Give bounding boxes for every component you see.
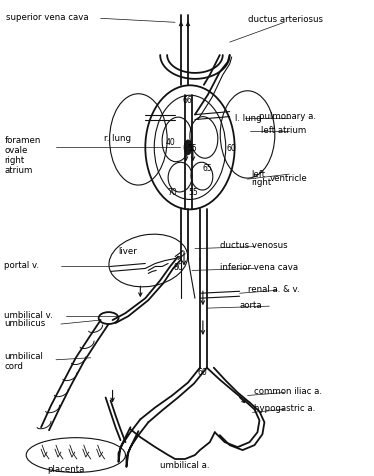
Text: 55: 55 [187,144,197,152]
Text: superior vena cava: superior vena cava [6,13,89,22]
Text: pulmonary a.: pulmonary a. [260,112,316,121]
Text: r. lung: r. lung [104,134,131,143]
Text: 60: 60 [227,144,236,152]
Text: ductus arteriosus: ductus arteriosus [248,15,322,24]
Text: left: left [252,169,266,178]
Text: ductus venosus: ductus venosus [220,240,287,249]
Text: 60: 60 [197,367,207,377]
Text: portal v.: portal v. [4,260,40,269]
Ellipse shape [184,140,192,156]
Text: right: right [252,177,272,186]
Text: 65: 65 [203,163,213,172]
Text: placenta: placenta [47,465,85,474]
Text: umbilical a.: umbilical a. [160,460,210,469]
Text: umbilicus: umbilicus [4,318,46,327]
Text: common iliac a.: common iliac a. [254,386,322,395]
Text: l. lung: l. lung [234,114,261,123]
Text: 80: 80 [173,262,183,271]
Text: aorta: aorta [240,300,262,309]
Text: cord: cord [4,361,23,370]
Text: liver: liver [119,247,137,256]
Text: 66: 66 [182,96,192,105]
Text: 40: 40 [165,138,175,147]
Text: renal a. & v.: renal a. & v. [248,284,299,293]
Text: 70: 70 [167,187,177,196]
Text: hypogastric a.: hypogastric a. [254,403,316,412]
Text: right: right [4,156,25,164]
Text: inferior vena cava: inferior vena cava [220,262,298,271]
Text: ventricle: ventricle [269,173,307,182]
Text: ovale: ovale [4,146,28,155]
Text: umbilical v.: umbilical v. [4,310,53,319]
Text: umbilical: umbilical [4,352,43,360]
Text: 55: 55 [188,187,198,196]
Text: atrium: atrium [4,165,33,174]
Text: left atrium: left atrium [261,126,307,135]
Text: foramen: foramen [4,136,41,145]
